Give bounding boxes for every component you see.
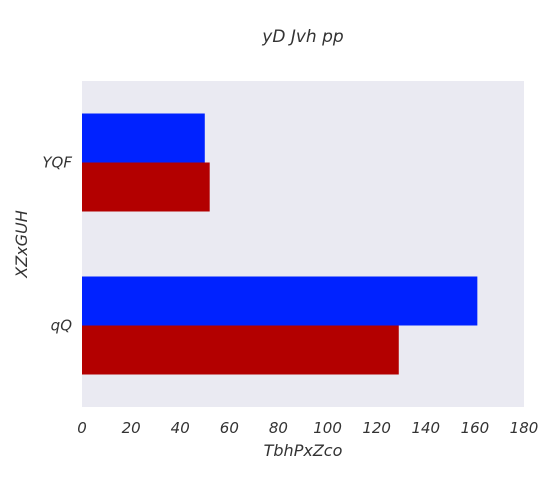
x-tick-label: 80 xyxy=(269,419,288,437)
x-tick-label: 100 xyxy=(313,419,342,437)
bar-qQ-series-2 xyxy=(82,326,399,375)
x-ticks-group: 0 20 40 60 80 100 120 140 160 180 xyxy=(77,419,538,437)
y-tick-label: qQ xyxy=(51,317,73,335)
x-tick-label: 160 xyxy=(461,419,490,437)
y-tick-label: YQF xyxy=(42,154,72,172)
x-tick-label: 40 xyxy=(171,419,190,437)
bar-YQF-series-1 xyxy=(82,114,205,163)
bar-qQ-series-1 xyxy=(82,277,477,326)
y-axis-label: XZxGUH xyxy=(12,210,31,279)
bar-YQF-series-2 xyxy=(82,163,210,212)
x-tick-label: 120 xyxy=(362,419,391,437)
x-tick-label: 140 xyxy=(411,419,440,437)
x-axis-label: TbhPxZco xyxy=(264,441,343,460)
chart-title: yD Jvh pp xyxy=(261,27,344,47)
y-ticks-group: YQF qQ xyxy=(42,154,72,335)
x-tick-label: 0 xyxy=(77,419,87,437)
x-tick-label: 20 xyxy=(122,419,141,437)
x-tick-label: 180 xyxy=(510,419,539,437)
x-tick-label: 60 xyxy=(220,419,239,437)
